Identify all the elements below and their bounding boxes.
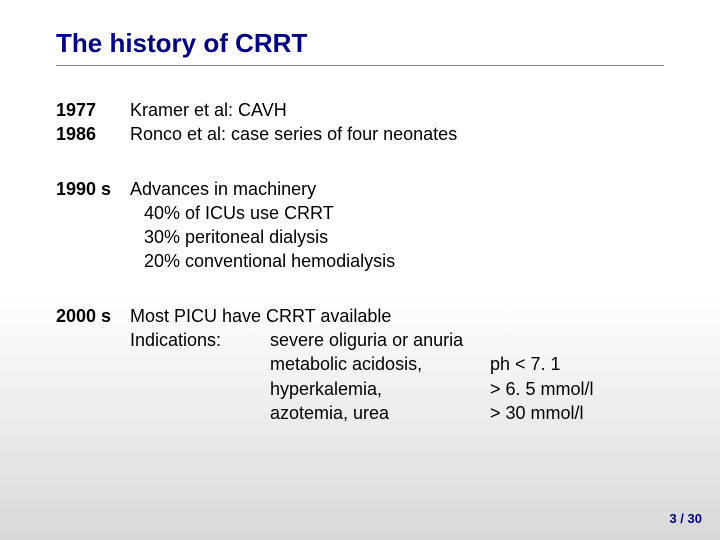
line-1990s-1: Advances in machinery: [130, 177, 664, 201]
line-2000s-1: Most PICU have CRRT available: [130, 304, 664, 328]
indic-cond-2: metabolic acidosis,: [270, 352, 490, 376]
row-1990s-head: 1990 s Advances in machinery 40% of ICUs…: [56, 177, 664, 274]
indications-row-4: azotemia, urea > 30 mmol/l: [130, 401, 664, 425]
block-2000s: 2000 s Most PICU have CRRT available Ind…: [56, 304, 664, 425]
line-1990s-4: 20% conventional hemodialysis: [130, 249, 664, 273]
indic-cond-4: azotemia, urea: [270, 401, 490, 425]
desc-2000s: Most PICU have CRRT available Indication…: [130, 304, 664, 425]
desc-1986: Ronco et al: case series of four neonate…: [130, 122, 664, 146]
year-1990s: 1990 s: [56, 177, 130, 274]
page-number: 3 / 30: [669, 511, 702, 526]
desc-1990s: Advances in machinery 40% of ICUs use CR…: [130, 177, 664, 274]
indic-val-1: [490, 328, 664, 352]
block-1977-1986: 1977 Kramer et al: CAVH 1986 Ronco et al…: [56, 98, 664, 147]
indications-row-3: hyperkalemia, > 6. 5 mmol/l: [130, 377, 664, 401]
line-1990s-3: 30% peritoneal dialysis: [130, 225, 664, 249]
indic-cond-1: severe oliguria or anuria: [270, 328, 490, 352]
year-2000s: 2000 s: [56, 304, 130, 425]
indic-val-2: ph < 7. 1: [490, 352, 664, 376]
block-1990s: 1990 s Advances in machinery 40% of ICUs…: [56, 177, 664, 274]
row-2000s-head: 2000 s Most PICU have CRRT available Ind…: [56, 304, 664, 425]
slide: The history of CRRT 1977 Kramer et al: C…: [0, 0, 720, 425]
indic-val-3: > 6. 5 mmol/l: [490, 377, 664, 401]
line-1990s-2: 40% of ICUs use CRRT: [130, 201, 664, 225]
year-1977: 1977: [56, 98, 130, 122]
indications-row-1: Indications: severe oliguria or anuria: [130, 328, 664, 352]
indic-cond-3: hyperkalemia,: [270, 377, 490, 401]
indic-spacer-3: [130, 377, 270, 401]
indic-spacer-2: [130, 352, 270, 376]
slide-title: The history of CRRT: [56, 28, 664, 66]
year-1986: 1986: [56, 122, 130, 146]
indications-row-2: metabolic acidosis, ph < 7. 1: [130, 352, 664, 376]
desc-1977: Kramer et al: CAVH: [130, 98, 664, 122]
indications-label: Indications:: [130, 328, 270, 352]
row-1977: 1977 Kramer et al: CAVH: [56, 98, 664, 122]
indic-val-4: > 30 mmol/l: [490, 401, 664, 425]
indic-spacer-4: [130, 401, 270, 425]
row-1986: 1986 Ronco et al: case series of four ne…: [56, 122, 664, 146]
